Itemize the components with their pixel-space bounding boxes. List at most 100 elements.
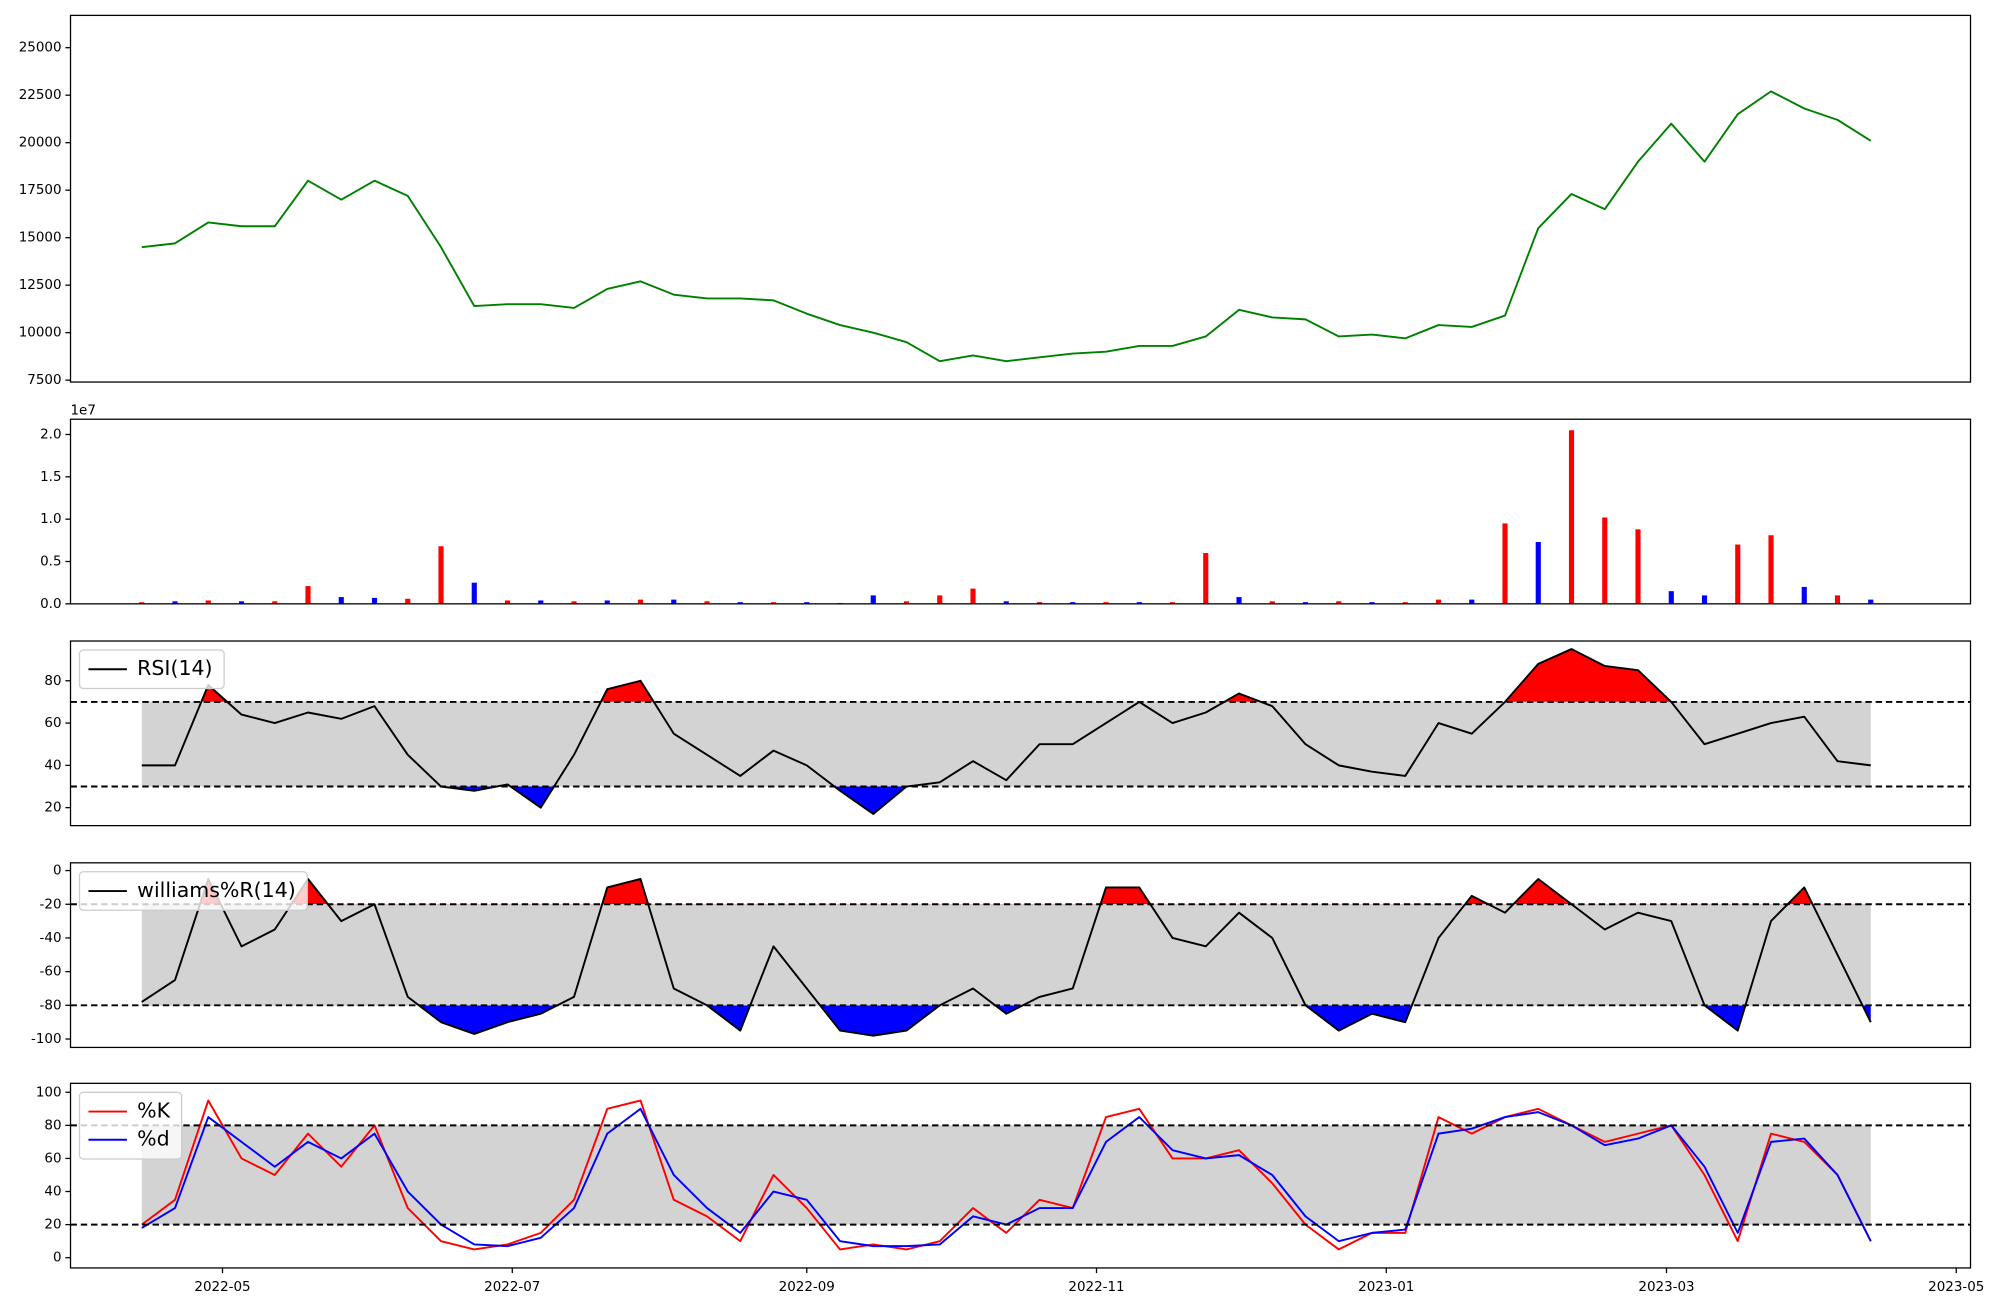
y-tick-label: 100 [36,1085,62,1100]
bar [172,601,178,604]
y-tick-label: -80 [40,998,62,1013]
y-tick-label: 12500 [19,278,62,293]
line [141,90,1872,363]
bar [970,588,976,604]
y-tick-label: 0.0 [40,597,61,612]
bar [1535,542,1541,604]
line [141,648,1871,815]
band [141,904,1871,1006]
y-tick-label: 60 [44,716,61,731]
x-tick-label: 2022-11 [1068,1280,1124,1295]
bar [338,597,344,604]
y-tick-label: 0.5 [40,555,61,570]
bar [1269,601,1275,604]
bar [571,601,577,604]
band [141,701,1871,787]
fill-below [141,1005,1871,1036]
bar [1302,602,1309,604]
x-tick-label: 2022-07 [484,1280,540,1295]
y-tick-label: 15000 [19,231,62,246]
axes-frame [69,640,1972,827]
bar [1768,535,1774,604]
axes-frame [69,14,1972,383]
x-tick-label: 2023-01 [1358,1280,1414,1295]
bar [1602,517,1608,604]
legend-label: RSI(14) [137,656,212,680]
y-tick-label: 80 [44,1118,61,1133]
bar [405,598,411,604]
bar [1336,601,1342,604]
bar [1735,544,1741,604]
bar [1834,595,1841,604]
bar [671,599,677,604]
axes-frame [69,862,1972,1049]
bar [1036,602,1043,604]
bar [471,582,477,604]
y-tick-label: 20 [44,801,61,816]
bar [305,586,311,604]
y-tick-label: 80 [44,674,61,689]
axes-frame [69,1082,1972,1269]
legend: %K %d [78,1091,183,1160]
bar [870,595,876,604]
y-tick-label: -100 [31,1032,62,1047]
bar [1103,602,1109,604]
y-tick-label: 20000 [19,136,62,151]
bar [538,600,544,604]
bar [205,600,211,604]
bar [1868,599,1874,604]
legend-label: %d [137,1127,170,1151]
legend-label: williams%R(14) [137,878,296,902]
offset-label: 1e7 [71,403,96,418]
bar [1668,591,1674,604]
y-tick-label: -40 [40,931,62,946]
legend: RSI(14) [78,649,225,690]
bar [1701,595,1708,604]
bar [604,600,610,604]
bar [737,602,743,604]
y-tick-label: 25000 [19,41,62,56]
bar [1801,586,1807,604]
bar [1568,430,1575,604]
bar [770,602,777,604]
y-tick-label: 0 [53,864,62,879]
legend-box [78,1091,183,1160]
bar [438,546,444,604]
y-tick-label: 1.0 [40,512,61,527]
y-tick-label: 7500 [27,373,61,388]
bar [371,597,378,604]
bar [903,601,910,604]
bar [1236,597,1242,604]
y-tick-label: 22500 [19,88,62,103]
bar [1169,602,1176,604]
y-tick-label: 60 [44,1151,61,1166]
legend-box [78,649,225,690]
y-tick-label: 40 [44,758,61,773]
band [141,1125,1871,1225]
x-tick-label: 2022-09 [779,1280,835,1295]
bar [139,602,145,604]
y-tick-label: 10000 [19,326,62,341]
y-tick-label: -20 [40,897,62,912]
x-tick-label: 2023-03 [1638,1280,1694,1295]
bar [1402,602,1408,604]
bar [1203,553,1209,604]
bar [1070,602,1076,604]
bar [1369,602,1375,604]
legend: williams%R(14) [78,871,308,911]
bar [704,601,710,604]
bar [1469,599,1475,604]
bar [1136,602,1142,604]
bar [804,602,810,604]
bar [637,599,644,604]
axes-frame [69,418,1972,605]
y-tick-label: 2.0 [40,427,61,442]
bar [504,600,511,604]
y-tick-label: 40 [44,1185,61,1200]
y-tick-label: -60 [40,965,62,980]
y-tick-label: 17500 [19,183,62,198]
y-tick-label: 1.5 [40,470,61,485]
line [141,878,1872,1037]
